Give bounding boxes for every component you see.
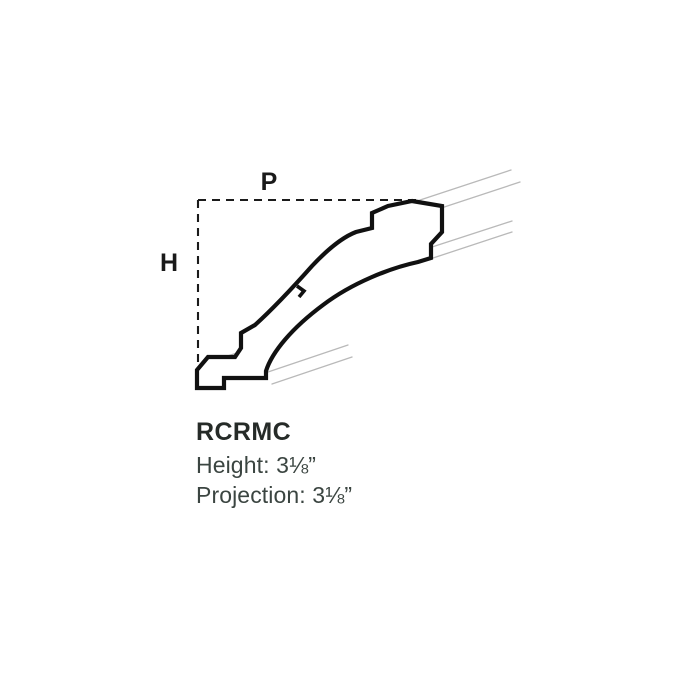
guide-line-wall-outer [431, 220, 513, 248]
height-label: H [160, 249, 178, 277]
guide-line-wall-inner [429, 231, 513, 260]
molding-profile-outline [194, 198, 445, 391]
projection-label: P [261, 168, 278, 196]
projection-spec-label: Projection: 3⅛” [196, 481, 353, 508]
guide-line-floor-outer [267, 344, 349, 373]
height-spec-label: Height: 3⅛” [196, 451, 316, 478]
cove-bead-notch [295, 284, 307, 299]
guide-line-floor-inner [271, 356, 353, 385]
dimension-bounding-box [196, 198, 416, 372]
caption-block: RCRMC Height: 3⅛” Projection: 3⅛” [196, 418, 616, 510]
product-code-label: RCRMC [196, 418, 292, 446]
guide-line-ceiling-outer [410, 169, 512, 204]
